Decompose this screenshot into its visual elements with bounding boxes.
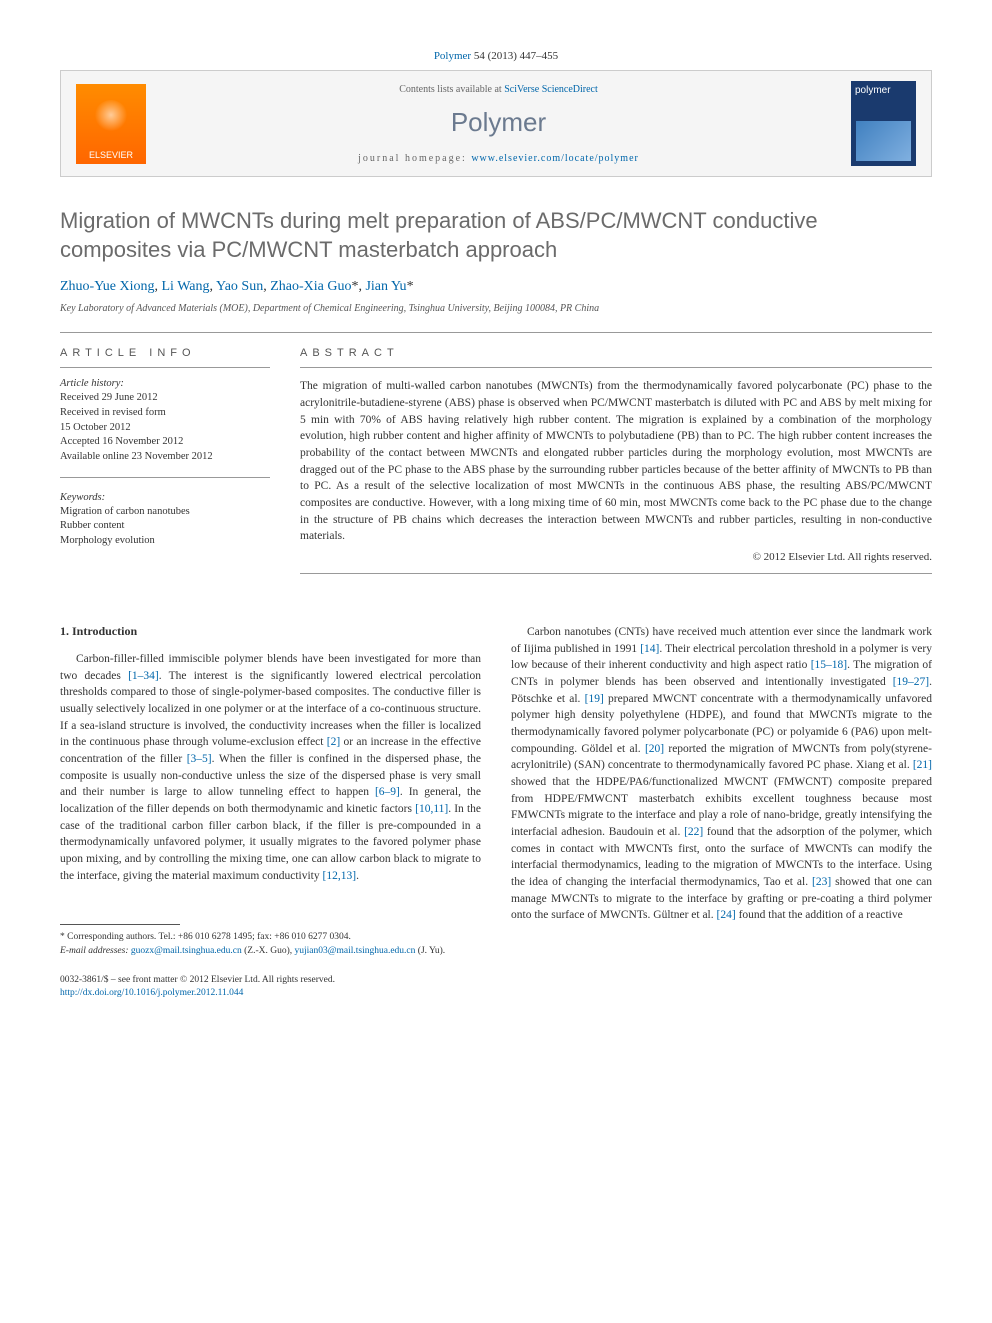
elsevier-label: ELSEVIER — [89, 150, 133, 160]
homepage-prefix: journal homepage: — [358, 153, 471, 164]
author-3[interactable]: Yao Sun — [216, 279, 263, 294]
email-label: E-mail addresses: — [60, 946, 129, 956]
corresp-label: * Corresponding authors. Tel.: +86 010 6… — [60, 931, 481, 944]
info-divider-1 — [60, 367, 270, 368]
affiliation: Key Laboratory of Advanced Materials (MO… — [60, 303, 932, 314]
corresponding-footnote: * Corresponding authors. Tel.: +86 010 6… — [60, 931, 481, 958]
ref-link-19-27[interactable]: [19–27] — [893, 676, 929, 688]
page-container: Polymer 54 (2013) 447–455 ELSEVIER Conte… — [0, 0, 992, 1051]
ref-link-6-9[interactable]: [6–9] — [375, 786, 400, 798]
abstract-divider — [300, 367, 932, 368]
body-columns: 1. Introduction Carbon-filler-filled imm… — [60, 624, 932, 1001]
ref-link-24[interactable]: [24] — [717, 909, 736, 921]
authors-line: Zhuo-Yue Xiong, Li Wang, Yao Sun, Zhao-X… — [60, 279, 932, 295]
info-abstract-row: ARTICLE INFO Article history: Received 2… — [60, 347, 932, 584]
keyword-3: Morphology evolution — [60, 534, 270, 549]
intro-text-2j: found that the addition of a reactive — [736, 909, 903, 921]
ref-link-22[interactable]: [22] — [684, 826, 703, 838]
intro-paragraph-2: Carbon nanotubes (CNTs) have received mu… — [511, 624, 932, 924]
copyright-line: © 2012 Elsevier Ltd. All rights reserved… — [300, 551, 932, 563]
author-4-mark: * — [351, 279, 358, 294]
email-1-name: (Z.-X. Guo), — [242, 946, 295, 956]
author-4[interactable]: Zhao-Xia Guo — [270, 279, 351, 294]
ref-link-23[interactable]: [23] — [812, 876, 831, 888]
cover-label: polymer — [855, 85, 891, 96]
contents-prefix: Contents lists available at — [399, 84, 504, 95]
footnote-divider — [60, 924, 180, 925]
author-1[interactable]: Zhuo-Yue Xiong — [60, 279, 155, 294]
contents-line: Contents lists available at SciVerse Sci… — [166, 84, 831, 95]
ref-link-21[interactable]: [21] — [913, 759, 932, 771]
author-2[interactable]: Li Wang — [162, 279, 210, 294]
citation-volume: 54 (2013) 447–455 — [471, 50, 558, 62]
ref-link-20[interactable]: [20] — [645, 743, 664, 755]
journal-name: Polymer — [166, 107, 831, 138]
intro-paragraph-1: Carbon-filler-filled immiscible polymer … — [60, 651, 481, 884]
abstract-text: The migration of multi-walled carbon nan… — [300, 378, 932, 545]
ref-link-14[interactable]: [14] — [640, 643, 659, 655]
article-title: Migration of MWCNTs during melt preparat… — [60, 207, 932, 264]
ref-link-10-11[interactable]: [10,11] — [415, 803, 448, 815]
ref-link-1-34[interactable]: [1–34] — [128, 670, 159, 682]
elsevier-logo[interactable]: ELSEVIER — [76, 84, 146, 164]
ref-link-12-13[interactable]: [12,13] — [323, 870, 357, 882]
homepage-line: journal homepage: www.elsevier.com/locat… — [166, 153, 831, 164]
history-received: Received 29 June 2012 — [60, 391, 270, 406]
elsevier-tree-icon — [91, 100, 131, 150]
body-column-right: Carbon nanotubes (CNTs) have received mu… — [511, 624, 932, 1001]
body-column-left: 1. Introduction Carbon-filler-filled imm… — [60, 624, 481, 1001]
issn-line: 0032-3861/$ – see front matter © 2012 El… — [60, 974, 481, 987]
intro-text-1g: . — [356, 870, 359, 882]
homepage-url-link[interactable]: www.elsevier.com/locate/polymer — [471, 153, 639, 164]
ref-link-2[interactable]: [2] — [327, 736, 340, 748]
top-citation: Polymer 54 (2013) 447–455 — [60, 50, 932, 62]
info-divider-2 — [60, 477, 270, 478]
ref-link-15-18[interactable]: [15–18] — [811, 659, 847, 671]
keyword-2: Rubber content — [60, 519, 270, 534]
email-line: E-mail addresses: guozx@mail.tsinghua.ed… — [60, 945, 481, 958]
email-1-link[interactable]: guozx@mail.tsinghua.edu.cn — [131, 946, 242, 956]
abstract-heading: ABSTRACT — [300, 347, 932, 359]
keywords-block: Keywords: Migration of carbon nanotubes … — [60, 492, 270, 549]
author-5-mark: * — [407, 279, 414, 294]
doi-link[interactable]: http://dx.doi.org/10.1016/j.polymer.2012… — [60, 988, 243, 998]
ref-link-19[interactable]: [19] — [585, 693, 604, 705]
history-revised-1: Received in revised form — [60, 406, 270, 421]
article-info-heading: ARTICLE INFO — [60, 347, 270, 359]
author-5[interactable]: Jian Yu — [365, 279, 406, 294]
bottom-meta: 0032-3861/$ – see front matter © 2012 El… — [60, 974, 481, 1001]
email-2-link[interactable]: yujian03@mail.tsinghua.edu.cn — [295, 946, 416, 956]
abstract-column: ABSTRACT The migration of multi-walled c… — [300, 347, 932, 584]
divider-top — [60, 332, 932, 333]
history-label: Article history: — [60, 378, 270, 389]
history-accepted: Accepted 16 November 2012 — [60, 435, 270, 450]
history-online: Available online 23 November 2012 — [60, 450, 270, 465]
sciencedirect-link[interactable]: SciVerse ScienceDirect — [504, 84, 598, 95]
email-2-name: (J. Yu). — [415, 946, 445, 956]
ref-link-3-5[interactable]: [3–5] — [187, 753, 212, 765]
header-center: Contents lists available at SciVerse Sci… — [146, 84, 851, 164]
article-info-column: ARTICLE INFO Article history: Received 2… — [60, 347, 270, 584]
history-revised-2: 15 October 2012 — [60, 421, 270, 436]
abstract-bottom-divider — [300, 573, 932, 574]
keyword-1: Migration of carbon nanotubes — [60, 505, 270, 520]
keywords-label: Keywords: — [60, 492, 270, 503]
introduction-heading: 1. Introduction — [60, 624, 481, 639]
journal-header-box: ELSEVIER Contents lists available at Sci… — [60, 70, 932, 177]
journal-cover-thumbnail[interactable]: polymer — [851, 81, 916, 166]
citation-journal-link[interactable]: Polymer — [434, 50, 471, 62]
